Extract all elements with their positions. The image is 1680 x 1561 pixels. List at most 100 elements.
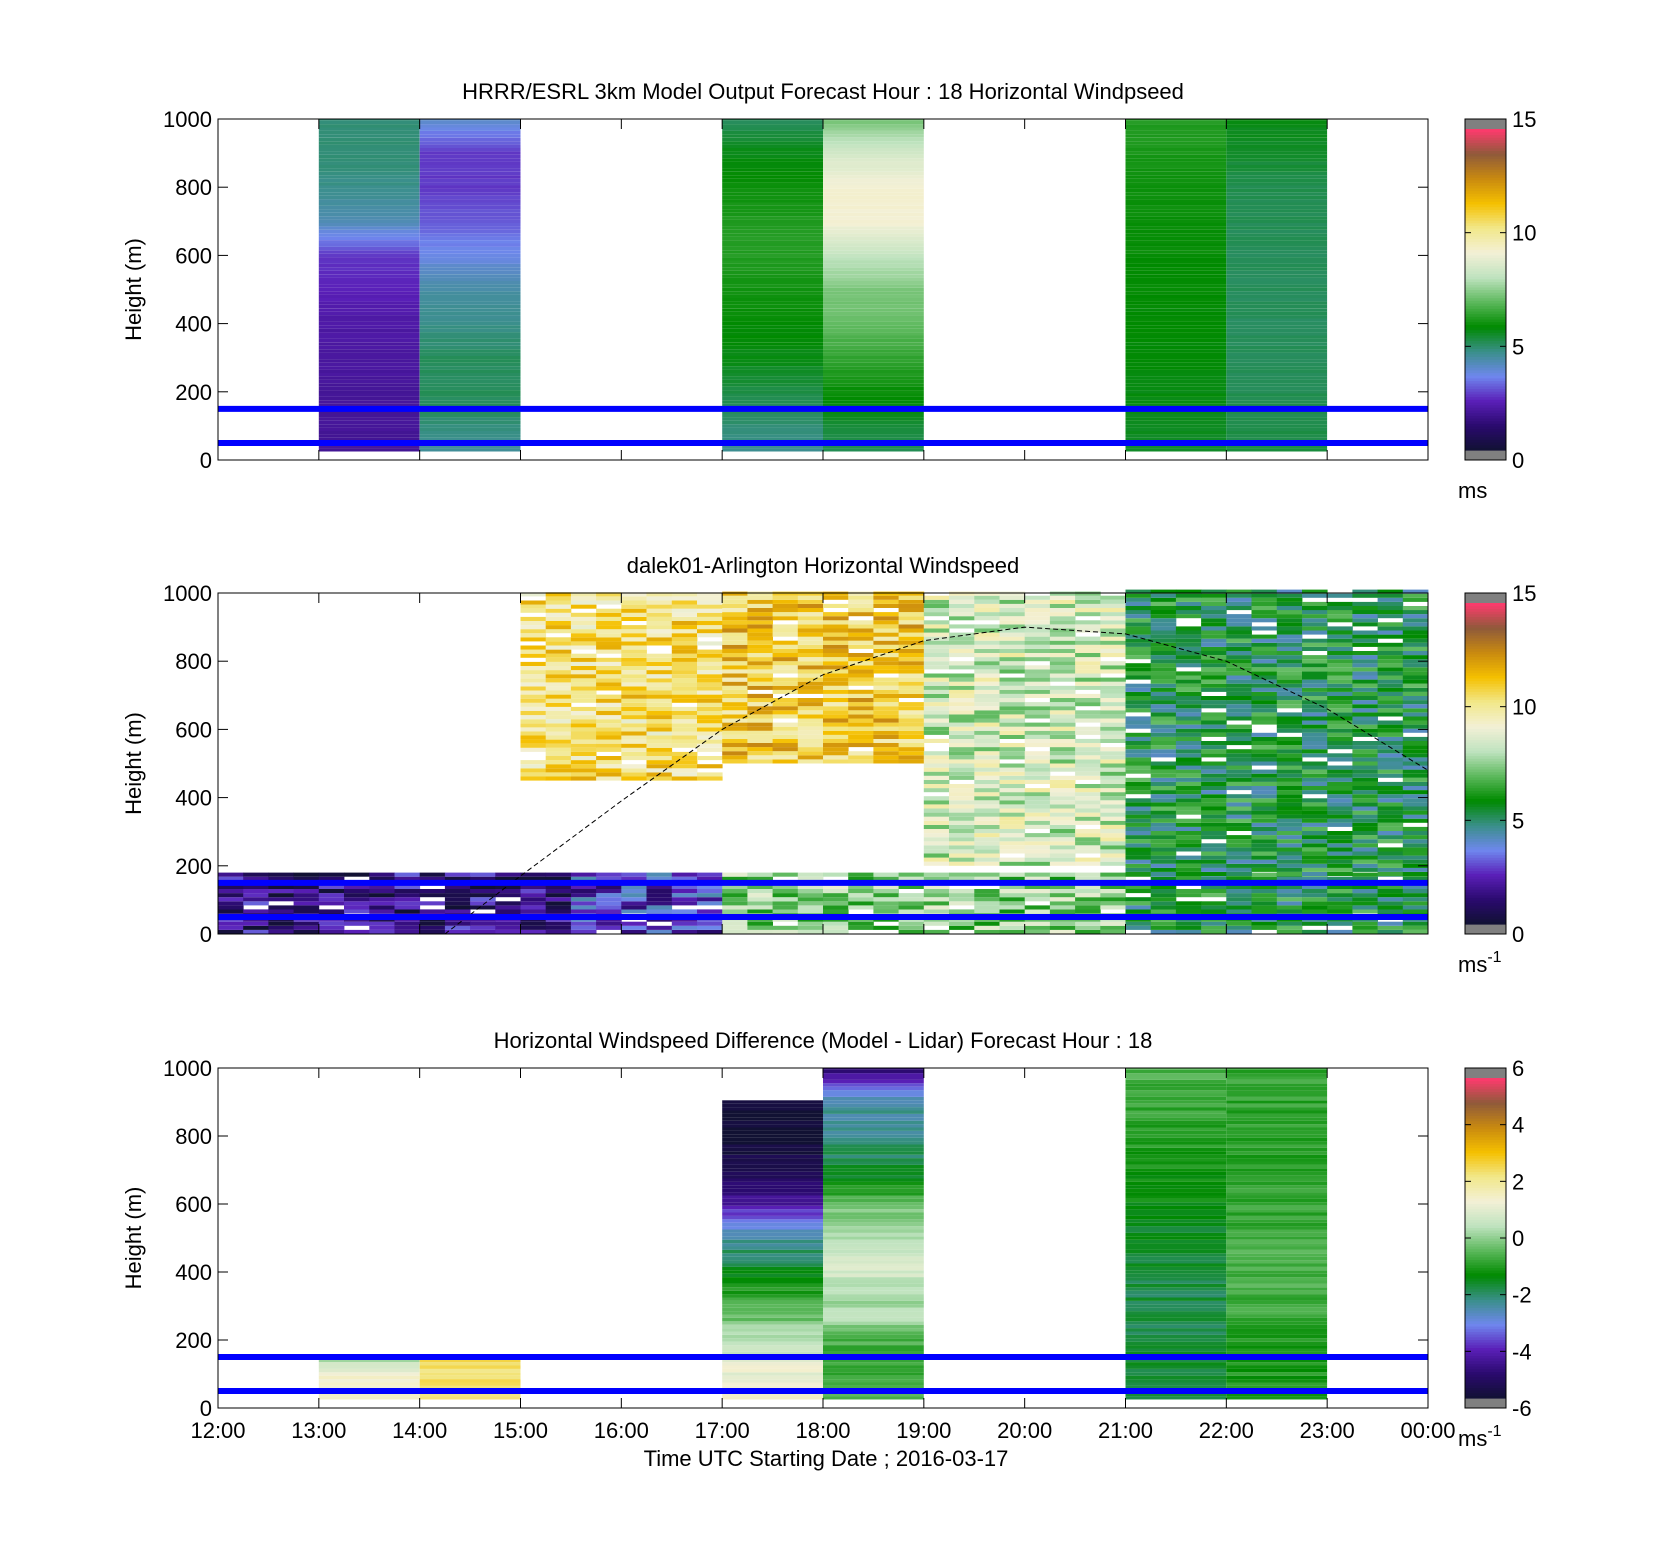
heatmap-cell	[671, 657, 698, 662]
heatmap-cell	[1024, 808, 1051, 813]
heatmap-cell	[1352, 642, 1378, 647]
heatmap-cell	[419, 233, 521, 237]
heatmap-cell	[898, 681, 925, 686]
heatmap-cell	[1100, 929, 1126, 934]
heatmap-cell	[1226, 308, 1328, 312]
heatmap-cell	[747, 743, 773, 748]
heatmap-cell	[318, 335, 420, 339]
heatmap-cell	[318, 1375, 420, 1380]
heatmap-cell	[722, 608, 748, 613]
heatmap-cell	[1226, 1178, 1328, 1182]
heatmap-cell	[1125, 338, 1227, 343]
heatmap-cell	[1352, 889, 1378, 894]
heatmap-cell	[898, 751, 925, 756]
heatmap-cell	[419, 379, 521, 384]
heatmap-cell	[722, 1212, 823, 1216]
heatmap-cell	[1150, 626, 1177, 631]
heatmap-cell	[898, 714, 925, 719]
heatmap-cell	[999, 829, 1026, 834]
heatmap-cell	[545, 747, 572, 752]
heatmap-cell	[318, 1385, 420, 1390]
heatmap-cell	[444, 872, 471, 877]
heatmap-cell	[1100, 820, 1126, 825]
heatmap-cell	[722, 229, 823, 234]
heatmap-cell	[1402, 638, 1429, 643]
heatmap-cell	[1402, 614, 1429, 619]
heatmap-cell	[823, 1188, 924, 1193]
heatmap-cell	[1125, 1338, 1227, 1342]
heatmap-cell	[545, 686, 572, 691]
heatmap-cell	[1352, 839, 1378, 844]
heatmap-cell	[823, 233, 924, 237]
heatmap-cell	[646, 596, 673, 601]
heatmap-cell	[1226, 589, 1252, 594]
heatmap-cell	[1175, 867, 1202, 872]
heatmap-cell	[823, 1273, 924, 1278]
heatmap-cell	[1125, 1324, 1227, 1329]
heatmap-cell	[646, 625, 673, 630]
heatmap-cell	[1276, 736, 1303, 741]
heatmap-cell	[949, 833, 975, 838]
heatmap-cell	[1024, 909, 1051, 914]
heatmap-cell	[1377, 889, 1404, 894]
heatmap-cell	[848, 603, 874, 608]
heatmap-cell	[1402, 691, 1429, 696]
heatmap-cell	[520, 686, 547, 691]
heatmap-cell	[1175, 626, 1202, 631]
heatmap-cell	[823, 747, 849, 752]
heatmap-cell	[1226, 318, 1328, 322]
heatmap-cell	[823, 884, 849, 889]
heatmap-cell	[596, 909, 622, 914]
heatmap-cell	[545, 674, 572, 679]
heatmap-cell	[1125, 291, 1227, 295]
heatmap-cell	[1125, 1396, 1227, 1400]
heatmap-cell	[1327, 835, 1353, 840]
heatmap-cell	[823, 726, 849, 731]
heatmap-cell	[823, 1161, 924, 1165]
heatmap-cell	[1226, 1341, 1328, 1346]
heatmap-cell	[823, 1212, 924, 1216]
heatmap-cell	[1075, 925, 1101, 930]
heatmap-cell	[1251, 667, 1278, 672]
heatmap-cell	[999, 603, 1026, 608]
heatmap-cell	[1276, 638, 1303, 643]
heatmap-cell	[722, 1314, 823, 1318]
heatmap-cell	[873, 909, 899, 914]
heatmap-cell	[1125, 1348, 1227, 1352]
heatmap-cell	[1125, 119, 1227, 121]
heatmap-cell	[722, 689, 748, 694]
heatmap-cell	[1251, 802, 1278, 807]
heatmap-cell	[923, 628, 950, 633]
heatmap-cell	[318, 417, 420, 421]
heatmap-cell	[823, 718, 849, 723]
heatmap-cell	[1226, 148, 1328, 152]
heatmap-cell	[797, 929, 824, 934]
heatmap-cell	[848, 636, 874, 641]
heatmap-cell	[722, 722, 748, 727]
heatmap-cell	[1125, 356, 1227, 360]
heatmap-cell	[218, 909, 244, 914]
heatmap-cell	[1276, 889, 1303, 894]
heatmap-cell	[1226, 1073, 1328, 1077]
heatmap-cell	[823, 338, 924, 343]
heatmap-cell	[1226, 646, 1252, 651]
heatmap-cell	[1226, 683, 1252, 688]
heatmap-cell	[545, 921, 572, 926]
heatmap-cell	[1226, 1379, 1328, 1383]
heatmap-cell	[722, 591, 748, 596]
heatmap-cell	[1125, 786, 1152, 791]
heatmap-cell	[923, 677, 950, 682]
heatmap-cell	[1226, 634, 1252, 639]
heatmap-cell	[1402, 851, 1429, 856]
heatmap-cell	[1402, 884, 1429, 889]
heatmap-cell	[520, 653, 547, 658]
heatmap-cell	[1201, 909, 1227, 914]
heatmap-cell	[823, 1164, 924, 1169]
heatmap-cell	[974, 804, 1000, 809]
heatmap-cell	[823, 1215, 924, 1220]
heatmap-cell	[1251, 863, 1278, 868]
heatmap-cell	[697, 897, 723, 902]
heatmap-cell	[1226, 1158, 1328, 1162]
heatmap-cell	[1201, 889, 1227, 894]
heatmap-cell	[1125, 182, 1227, 186]
